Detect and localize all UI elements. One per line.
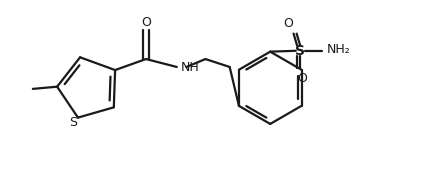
Text: NH: NH: [181, 61, 200, 74]
Text: O: O: [283, 17, 293, 30]
Text: O: O: [141, 16, 151, 29]
Text: NH₂: NH₂: [327, 43, 351, 56]
Text: S: S: [295, 44, 305, 58]
Text: S: S: [69, 116, 76, 129]
Text: O: O: [297, 72, 307, 85]
